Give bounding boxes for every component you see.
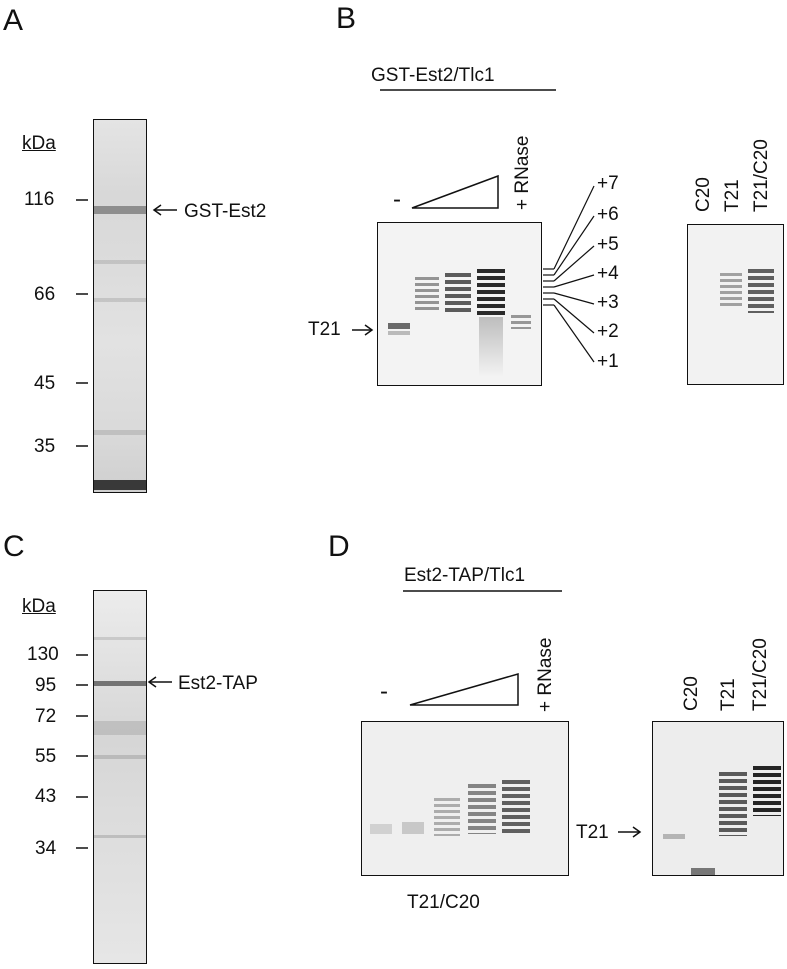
panel-a-gel-lane — [93, 119, 147, 493]
panel-b-ladder-plus7: +7 — [597, 173, 619, 194]
panel-c-arrow-label: Est2-TAP — [178, 673, 258, 694]
panel-a-band-faint-2 — [94, 298, 146, 302]
panel-b-lane-1-band-2 — [388, 331, 410, 335]
panel-b-ladder-plus1: +1 — [597, 351, 619, 372]
panel-c-letter: C — [3, 530, 25, 563]
panel-a-marker-ticks — [76, 199, 88, 447]
panel-c-marker-34: 34 — [35, 838, 57, 859]
panel-b-header: GST-Est2/Tlc1 — [371, 65, 495, 86]
panel-c-band-faint-4 — [94, 835, 146, 838]
panel-c-kda-label: kDa — [22, 596, 56, 617]
panel-d-right-lane-t21-ladder — [719, 772, 747, 836]
panel-c-band-faint-2 — [94, 721, 146, 735]
panel-c-marker-43: 43 — [35, 786, 57, 807]
panel-b-letter: B — [336, 2, 357, 35]
panel-b-lane-1-band — [388, 323, 410, 329]
panel-b-ladder-connectors — [543, 185, 595, 363]
panel-c-band-faint-3 — [94, 755, 146, 759]
panel-b-right-lane-t21-ladder — [720, 273, 742, 309]
panel-b-lane-3-ladder — [445, 273, 471, 315]
panel-c-marker-ticks — [76, 654, 88, 849]
panel-c-band-faint-1 — [94, 637, 146, 640]
panel-d-rnase-label: + RNase — [535, 637, 556, 712]
panel-a-band-faint-3 — [94, 430, 146, 435]
panel-d-gel — [361, 721, 569, 876]
panel-d-lane-1-smudge — [370, 824, 392, 834]
panel-b-ladder-plus3: +3 — [597, 292, 619, 313]
panel-a-band-gst-est2 — [94, 206, 146, 214]
panel-b-lane-4-smear — [479, 317, 503, 377]
panel-a-letter: A — [3, 4, 24, 37]
panel-b-t21-label: T21 — [308, 319, 341, 340]
panel-a-kda-label: kDa — [22, 133, 56, 154]
panel-d-lane-2-smudge — [402, 822, 424, 834]
panel-b-lane-4-ladder — [477, 269, 505, 317]
panel-d-minus: - — [380, 678, 388, 705]
panel-d-right-gel — [652, 721, 784, 876]
panel-d-lane-t21-c20: T21/C20 — [750, 638, 771, 711]
panel-a-marker-35: 35 — [34, 436, 56, 457]
panel-b-gel — [377, 222, 542, 386]
panel-a-marker-116: 116 — [24, 189, 55, 210]
panel-d-lane-5-ladder — [502, 780, 530, 834]
panel-b-lane-t21-c20: T21/C20 — [751, 139, 772, 212]
panel-d-right-lane-t21c20-ladder — [753, 766, 781, 816]
panel-d-lane-4-ladder — [468, 784, 496, 834]
panel-d-lane-c20: C20 — [681, 676, 702, 711]
panel-a-marker-45: 45 — [34, 373, 56, 394]
panel-b-minus: - — [393, 186, 401, 213]
panel-b-rnase-label: + RNase — [512, 135, 533, 210]
panel-b-ladder-plus6: +6 — [597, 204, 619, 225]
panel-d-header: Est2-TAP/Tlc1 — [404, 565, 526, 586]
panel-c-marker-55: 55 — [35, 746, 57, 767]
panel-d-letter: D — [328, 530, 350, 563]
panel-a-arrow — [152, 204, 177, 216]
panel-a-dye-front — [94, 480, 146, 490]
panel-c-marker-72: 72 — [35, 706, 57, 727]
panel-b-lane-t21: T21 — [722, 179, 743, 212]
panel-c-marker-95: 95 — [35, 675, 57, 696]
panel-d-t21-label: T21 — [576, 822, 609, 843]
panel-d-right-bottom-dark — [691, 868, 715, 875]
panel-c-marker-130: 130 — [27, 644, 59, 665]
panel-d-lane-t21: T21 — [718, 678, 739, 711]
panel-a-marker-66: 66 — [34, 284, 56, 305]
panel-b-ladder-plus2: +2 — [597, 321, 619, 342]
panel-b-lane-2-ladder — [415, 277, 439, 313]
panel-b-ladder-plus4: +4 — [597, 263, 619, 284]
panel-b-lane-5-band — [511, 315, 531, 329]
panel-b-t21-arrow — [352, 324, 374, 336]
panel-c-gel-lane — [93, 590, 147, 964]
panel-c-arrow — [147, 676, 172, 688]
panel-b-lane-c20: C20 — [693, 177, 714, 212]
panel-b-right-lane-t21c20-ladder — [748, 269, 774, 313]
panel-a-arrow-label: GST-Est2 — [184, 201, 267, 222]
panel-d-concentration-wedge — [409, 673, 519, 706]
panel-a-band-faint-1 — [94, 260, 146, 264]
panel-d-t21-arrow — [618, 826, 642, 838]
panel-b-ladder-plus5: +5 — [597, 234, 619, 255]
panel-d-bottom-label: T21/C20 — [407, 892, 480, 913]
panel-d-lane-3-ladder — [434, 798, 460, 836]
panel-d-right-lane-c20-band — [663, 834, 685, 839]
panel-b-right-gel — [687, 224, 784, 385]
panel-b-concentration-wedge — [411, 174, 499, 209]
panel-c-band-est2-tap — [94, 681, 146, 686]
